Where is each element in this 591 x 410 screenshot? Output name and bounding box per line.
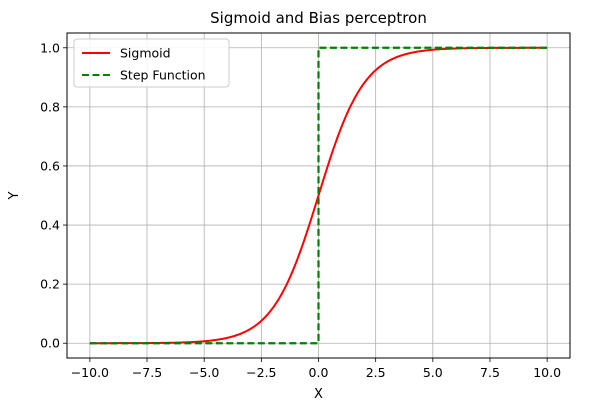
y-tick-label: 0.0 xyxy=(40,336,60,351)
plot-series xyxy=(89,46,548,345)
y-tick-label: 0.6 xyxy=(40,158,60,173)
legend-box xyxy=(73,38,230,88)
y-tick-label: 0.8 xyxy=(40,99,60,114)
legend: Sigmoid Step Function xyxy=(73,38,230,88)
y-tick-label: 0.2 xyxy=(40,277,60,292)
y-tick-label: 0.4 xyxy=(40,218,60,233)
y-tick-label: 1.0 xyxy=(40,40,60,55)
x-tick-label: −2.5 xyxy=(246,365,276,380)
axis-ticks: −10.0 −7.5 −5.0 −2.5 0.0 2.5 5.0 7.5 10.0 0.0 0.2 0… xyxy=(40,40,561,380)
x-tick-label: −10.0 xyxy=(71,365,109,380)
y-axis-label: Y xyxy=(7,191,22,200)
x-tick-label: 10.0 xyxy=(533,365,561,380)
x-tick-label: 5.0 xyxy=(423,365,443,380)
x-tick-label: −7.5 xyxy=(132,365,162,380)
x-tick-label: 2.5 xyxy=(366,365,386,380)
legend-label-step-function: Step Function xyxy=(120,68,206,83)
x-tick-label: 7.5 xyxy=(480,365,500,380)
legend-label-sigmoid: Sigmoid xyxy=(120,46,171,61)
x-axis-label: X xyxy=(314,387,323,402)
chart-title: Sigmoid and Bias perceptron xyxy=(210,9,427,27)
x-tick-label: 0.0 xyxy=(309,365,329,380)
x-tick-label: −5.0 xyxy=(189,365,219,380)
